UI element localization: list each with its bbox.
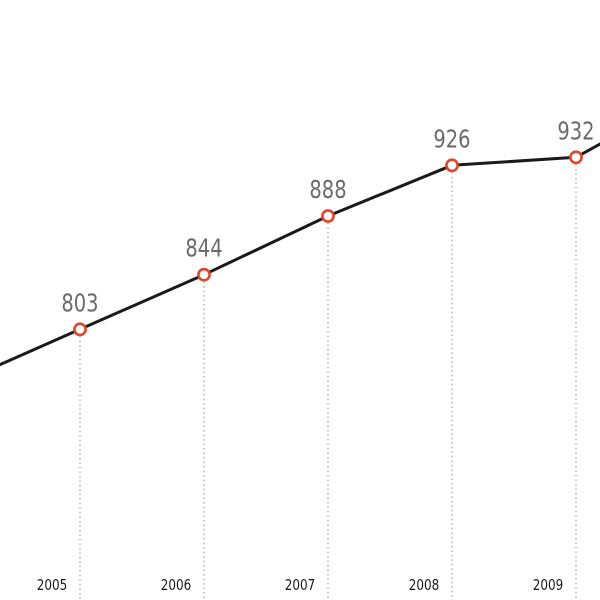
data-points bbox=[73, 150, 583, 337]
value-label-2006: 844 bbox=[185, 234, 222, 263]
x-tick-label-2007: 2007 bbox=[285, 577, 316, 595]
data-point-2006 bbox=[197, 267, 211, 282]
data-point-2008 bbox=[445, 158, 459, 173]
drop-lines bbox=[79, 164, 577, 600]
value-label-2008: 926 bbox=[433, 125, 470, 154]
value-labels: 803 844 888 926 932 bbox=[61, 117, 594, 318]
value-label-2005: 803 bbox=[61, 289, 98, 318]
data-point-2007 bbox=[321, 209, 335, 223]
x-axis-tick-labels: 2005 2006 2007 2008 2009 bbox=[37, 577, 564, 595]
x-tick-label-2006: 2006 bbox=[161, 577, 192, 595]
data-point-2005 bbox=[73, 322, 87, 337]
value-label-2009: 932 bbox=[557, 117, 594, 146]
x-tick-label-2008: 2008 bbox=[409, 577, 440, 595]
series-line bbox=[0, 142, 600, 367]
x-tick-label-2005: 2005 bbox=[37, 577, 68, 595]
data-point-2009 bbox=[569, 150, 583, 165]
value-label-2007: 888 bbox=[309, 176, 346, 205]
x-tick-label-2009: 2009 bbox=[533, 577, 564, 595]
